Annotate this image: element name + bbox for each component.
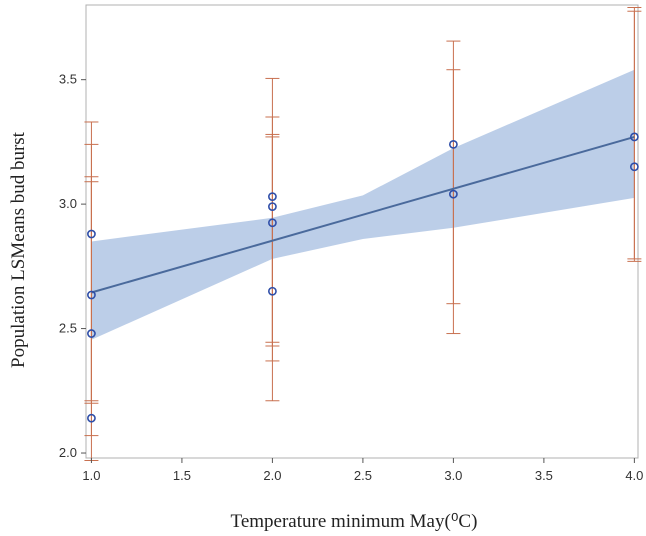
x-tick-label-2: 2.0 xyxy=(263,468,281,483)
error-bars xyxy=(84,6,642,461)
x-tick-label-0: 1.0 xyxy=(82,468,100,483)
data-point-0 xyxy=(87,229,96,239)
x-axis-ticks: 1.0 1.5 2.0 2.5 3.0 3.5 4.0 xyxy=(82,458,643,483)
x-tick-label-3: 2.5 xyxy=(354,468,372,483)
x-tick-label-1: 1.5 xyxy=(173,468,191,483)
x-tick-label-5: 3.5 xyxy=(535,468,553,483)
y-axis-label: Population LSMeans bud burst xyxy=(8,131,29,368)
data-point-9 xyxy=(448,189,458,199)
x-tick-label-4: 3.0 xyxy=(444,468,462,483)
data-point-5 xyxy=(268,202,277,212)
x-axis-label: Temperature minimum May(⁰C) xyxy=(231,511,478,532)
data-point-2 xyxy=(87,329,96,338)
data-point-4 xyxy=(268,192,277,202)
fit-line xyxy=(91,135,635,294)
data-point-7 xyxy=(268,286,277,296)
data-point-10 xyxy=(629,132,639,142)
data-point-11 xyxy=(629,162,639,172)
y-axis-ticks: 2.0 2.5 3.0 3.5 xyxy=(59,72,86,460)
y-tick-label-3: 3.5 xyxy=(59,72,77,87)
data-point-8 xyxy=(448,139,458,149)
y-tick-label-2: 3.0 xyxy=(59,196,77,211)
data-point-1 xyxy=(87,290,96,300)
confidence-band xyxy=(91,69,635,340)
data-points xyxy=(87,132,639,423)
y-tick-label-0: 2.0 xyxy=(59,445,77,460)
x-tick-label-6: 4.0 xyxy=(625,468,643,483)
y-tick-label-1: 2.5 xyxy=(59,321,77,336)
data-point-6 xyxy=(268,218,277,228)
data-point-3 xyxy=(87,413,96,423)
